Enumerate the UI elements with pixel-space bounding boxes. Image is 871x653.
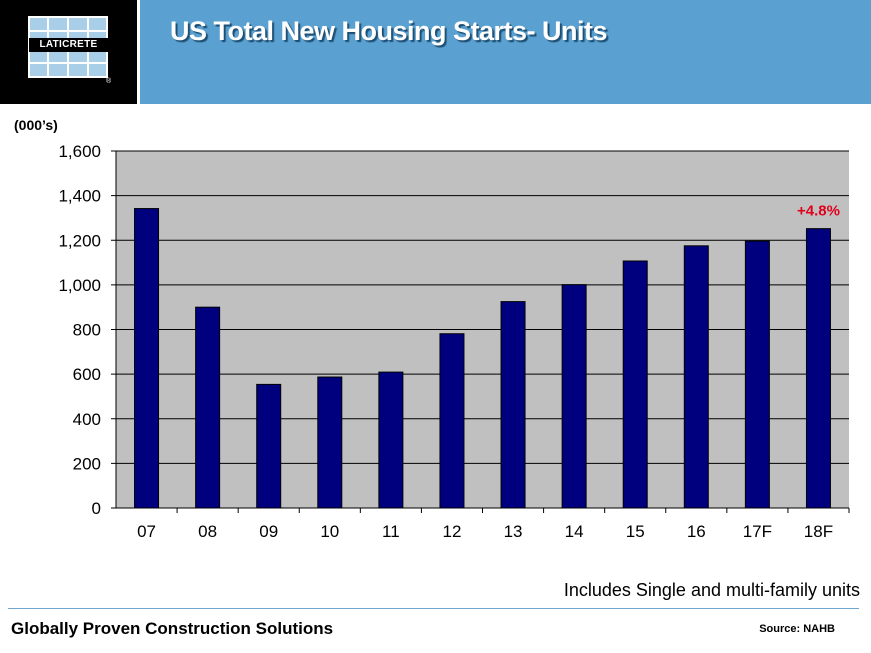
x-tick-label: 09: [259, 522, 278, 541]
y-tick-label: 600: [73, 365, 101, 384]
bar: [561, 284, 587, 509]
footer-divider: [8, 608, 859, 609]
bar: [317, 376, 343, 509]
source-note: Source: NAHB: [759, 623, 835, 635]
bar: [805, 228, 831, 509]
y-tick-label: 800: [73, 321, 101, 340]
bar: [622, 260, 648, 509]
x-tick-label: 07: [137, 522, 156, 541]
x-tick-label: 18F: [804, 522, 833, 541]
x-tick-label: 08: [198, 522, 217, 541]
y-tick-label: 200: [73, 454, 101, 473]
registered-mark: ®: [106, 78, 112, 85]
units-note: Includes Single and multi-family units: [563, 580, 860, 600]
x-tick-label: 11: [382, 522, 400, 541]
y-tick-label: 1,400: [58, 187, 101, 206]
y-tick-label: 0: [92, 499, 101, 518]
bar: [500, 301, 526, 509]
bar: [256, 383, 282, 509]
bar: [744, 240, 770, 509]
x-tick-label: 14: [565, 522, 584, 541]
footer-tagline: Globally Proven Construction Solutions: [11, 619, 334, 638]
housing-starts-bar-chart: 0 200 400 600 800 1,000 1,200 1,400 1,600(000’s)…: [14, 117, 850, 541]
y-tick-label: 400: [73, 410, 101, 429]
x-tick-label: 16: [687, 522, 706, 541]
y-tick-label: 1,000: [58, 276, 101, 295]
header-band: [140, 0, 871, 104]
y-tick-label: 1,200: [58, 231, 101, 250]
y-tick-label: 1,600: [58, 142, 101, 161]
slide-title: US Total New Housing Starts- Units: [170, 16, 608, 46]
x-tick-label: 15: [626, 522, 645, 541]
logo-wordmark: LATICRETE: [29, 38, 108, 52]
bar: [195, 306, 221, 509]
growth-annotation: +4.8%: [797, 203, 840, 220]
x-tick-label: 17F: [743, 522, 772, 541]
bar: [683, 245, 709, 509]
bar: [134, 208, 160, 509]
laticrete-logo: LATICRETE ®: [0, 0, 137, 104]
x-tick-label: 12: [442, 522, 461, 541]
bar: [439, 333, 465, 509]
bar: [378, 371, 404, 509]
x-tick-label: 13: [504, 522, 523, 541]
x-tick-label: 10: [320, 522, 339, 541]
y-axis-label: (000’s): [14, 117, 58, 133]
